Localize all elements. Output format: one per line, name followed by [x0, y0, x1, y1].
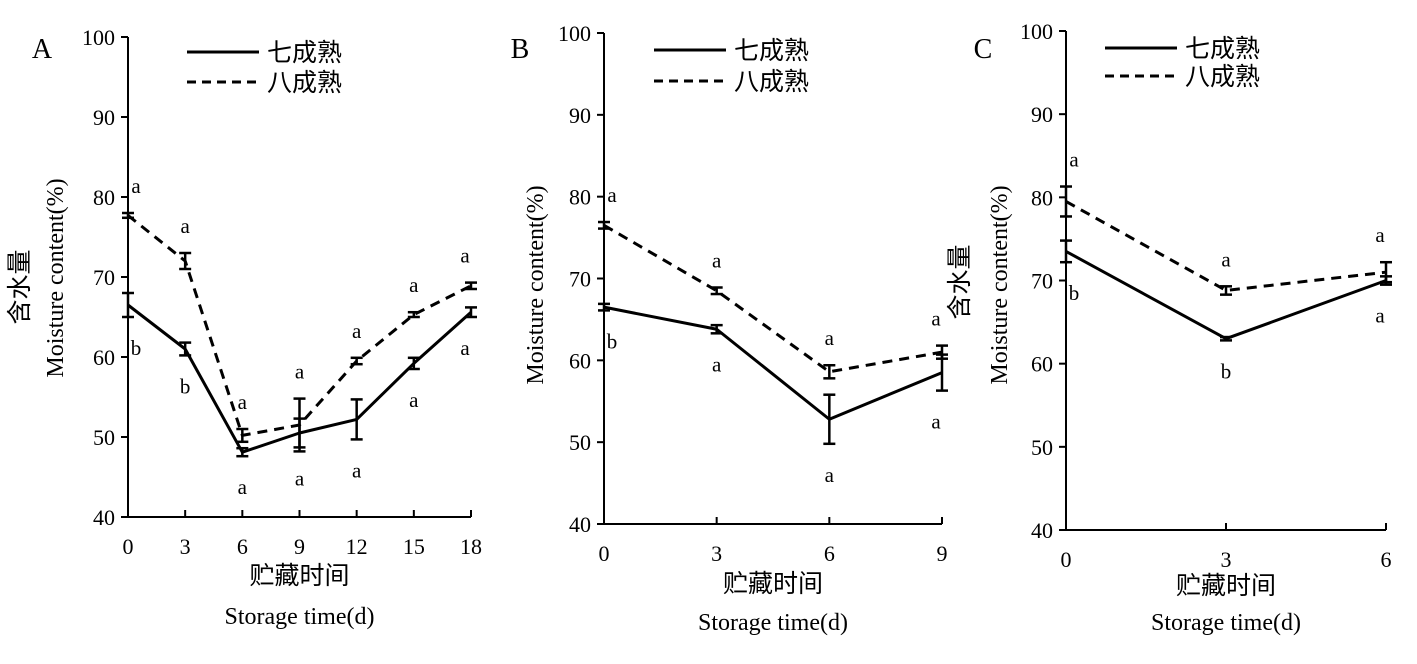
chart-panel-c: 40 50 60 70 80 90 100 0 3 6 贮藏时间 Storage time(d) Moi… — [946, 19, 1392, 636]
y-tick-label: 40 — [1031, 518, 1053, 543]
significance-letter: a — [1375, 304, 1385, 328]
significance-letter: a — [352, 319, 362, 343]
y-tick-label: 40 — [93, 505, 115, 530]
x-tick-label: 0 — [123, 534, 134, 559]
significance-letter: a — [460, 244, 470, 268]
x-tick-label: 3 — [711, 541, 722, 566]
series-line-bachengshu — [603, 224, 943, 374]
series-line-bachengshu — [1065, 200, 1387, 292]
y-axis-label: Moisture content(%) — [523, 185, 549, 384]
y-tick-label: 100 — [558, 21, 591, 46]
significance-letter: b — [1069, 281, 1080, 305]
y-tick-label: 50 — [569, 430, 591, 455]
y-tick-label: 50 — [1031, 435, 1053, 460]
y-tick-label: 100 — [82, 25, 115, 50]
x-axis-label-cn: 贮藏时间 — [723, 570, 823, 598]
significance-letter: a — [712, 352, 722, 376]
x-axis-label: Storage time(d) — [698, 610, 848, 636]
significance-letter: a — [295, 466, 305, 490]
significance-letter: b — [131, 336, 142, 360]
chart-panel-a: 40 50 60 70 80 90 100 0 3 6 9 12 15 18 贮藏时间 Storage tim… — [6, 25, 482, 630]
x-axis-label-cn: 贮藏时间 — [1176, 572, 1276, 600]
x-tick-label: 0 — [1061, 547, 1072, 572]
chart-panel-b: 40 50 60 70 80 90 100 0 3 6 9 贮藏时间 Storage time(d) Mo… — [511, 21, 948, 636]
y-tick-label: 100 — [1020, 19, 1053, 44]
series-line-qichengshu — [603, 305, 943, 421]
x-tick-label: 15 — [403, 534, 425, 559]
y-tick-label: 60 — [1031, 352, 1053, 377]
y-tick-label: 80 — [93, 185, 115, 210]
significance-letter: a — [931, 410, 941, 434]
y-axis-label: Moisture content(%) — [987, 185, 1013, 384]
legend-label: 八成熟 — [1185, 63, 1260, 91]
significance-letter: a — [1069, 148, 1079, 172]
legend-label: 七成熟 — [267, 39, 342, 67]
y-tick-label: 90 — [569, 103, 591, 128]
significance-letter: b — [1221, 359, 1232, 383]
y-tick-label: 60 — [93, 345, 115, 370]
legend-label: 八成熟 — [734, 68, 809, 96]
y-tick-label: 60 — [569, 348, 591, 373]
x-tick-label: 18 — [460, 534, 482, 559]
significance-letter: b — [607, 329, 618, 353]
significance-letter: a — [131, 174, 141, 198]
significance-letter: a — [607, 183, 617, 207]
x-tick-label: 12 — [346, 534, 368, 559]
x-axis-label: Storage time(d) — [225, 604, 375, 630]
x-tick-label: 6 — [237, 534, 248, 559]
y-tick-label: 80 — [569, 185, 591, 210]
y-tick-label: 70 — [1031, 269, 1053, 294]
significance-letter: a — [409, 388, 419, 412]
y-axis-label: Moisture content(%) — [43, 178, 69, 377]
significance-letter: a — [352, 458, 362, 482]
legend-label: 八成熟 — [267, 69, 342, 97]
y-tick-label: 70 — [569, 267, 591, 292]
significance-letter: a — [295, 360, 305, 384]
x-axis-label-cn: 贮藏时间 — [249, 562, 349, 590]
significance-letter: a — [712, 249, 722, 273]
panel-label: A — [32, 34, 53, 65]
x-axis-label: Storage time(d) — [1151, 610, 1301, 636]
x-tick-label: 0 — [599, 541, 610, 566]
x-tick-label: 9 — [937, 541, 948, 566]
x-tick-label: 9 — [294, 534, 305, 559]
significance-letter: a — [181, 214, 191, 238]
legend-label: 七成熟 — [1185, 35, 1260, 63]
significance-letter: a — [1221, 247, 1231, 271]
x-tick-label: 3 — [1221, 547, 1232, 572]
x-tick-label: 6 — [824, 541, 835, 566]
y-tick-label: 40 — [569, 512, 591, 537]
panel-label: C — [974, 34, 993, 65]
y-axis-label-cn: 含水量 — [6, 249, 34, 324]
y-tick-label: 90 — [93, 105, 115, 130]
y-tick-label: 90 — [1031, 102, 1053, 127]
significance-letter: a — [825, 326, 835, 350]
significance-letter: a — [460, 336, 470, 360]
significance-letter: b — [180, 374, 191, 398]
significance-letter: a — [238, 475, 248, 499]
x-tick-label: 3 — [180, 534, 191, 559]
y-tick-label: 80 — [1031, 185, 1053, 210]
x-tick-label: 6 — [1381, 547, 1392, 572]
significance-letter: a — [931, 307, 941, 331]
significance-letter: a — [1375, 223, 1385, 247]
significance-letter: a — [238, 390, 248, 414]
significance-letter: a — [825, 463, 835, 487]
significance-letter: a — [409, 273, 419, 297]
panel-label: B — [511, 34, 530, 65]
y-tick-label: 70 — [93, 265, 115, 290]
legend-label: 七成熟 — [734, 37, 809, 65]
y-tick-label: 50 — [93, 425, 115, 450]
y-axis-label-cn: 含水量 — [946, 244, 974, 319]
